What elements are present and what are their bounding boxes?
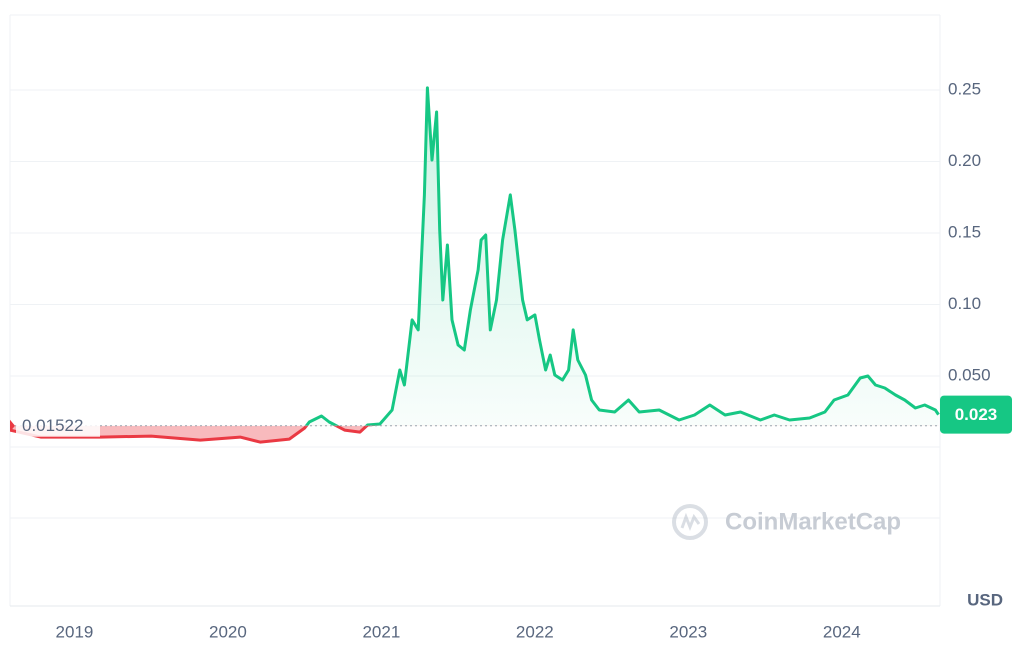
y-tick-label: 0.050 bbox=[948, 365, 991, 384]
x-tick-label: 2022 bbox=[516, 622, 554, 641]
area-above bbox=[306, 87, 939, 426]
baseline-label-bg bbox=[16, 414, 100, 437]
y-tick-label: 0.20 bbox=[948, 151, 981, 170]
x-tick-label: 2023 bbox=[669, 622, 707, 641]
current-price-label: 0.023 bbox=[955, 405, 998, 424]
currency-label: USD bbox=[967, 590, 1003, 609]
x-tick-label: 2021 bbox=[362, 622, 400, 641]
baseline-label: 0.01522 bbox=[22, 416, 83, 435]
y-tick-label: 0.15 bbox=[948, 222, 981, 241]
y-tick-label: 0.25 bbox=[948, 79, 981, 98]
line-above bbox=[304, 86, 940, 426]
x-tick-label: 2024 bbox=[823, 622, 861, 641]
current-price-badge bbox=[940, 395, 1012, 434]
x-tick-label: 2019 bbox=[56, 622, 94, 641]
watermark-logo bbox=[672, 504, 708, 540]
baseline-marker bbox=[10, 419, 15, 432]
x-tick-label: 2020 bbox=[209, 622, 247, 641]
y-tick-label: 0.10 bbox=[948, 294, 981, 313]
area-below bbox=[10, 425, 939, 443]
line-below bbox=[10, 425, 378, 444]
watermark: CoinMarketCap bbox=[725, 508, 901, 535]
